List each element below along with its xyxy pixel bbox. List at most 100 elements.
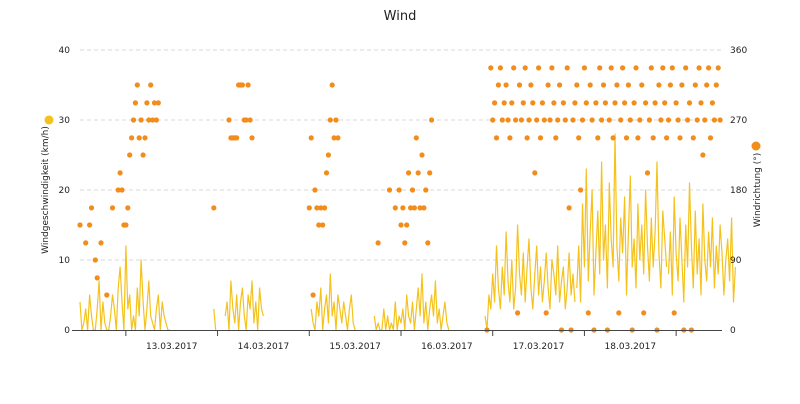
wind-direction-point <box>511 65 517 71</box>
wind-speed-line <box>373 273 450 331</box>
x-tick-label: 15.03.2017 <box>329 342 381 352</box>
wind-direction-point <box>499 117 505 123</box>
wind-direction-point <box>421 205 427 211</box>
wind-direction-point <box>314 205 320 211</box>
wind-direction-point <box>652 100 658 106</box>
wind-direction-point <box>104 292 110 298</box>
wind-direction-point <box>547 117 553 123</box>
wind-direction-point <box>610 135 616 141</box>
wind-direction-point <box>419 152 425 158</box>
wind-direction-point <box>707 135 714 141</box>
wind-direction-point <box>333 117 339 123</box>
wind-direction-point <box>327 117 333 123</box>
wind-direction-point <box>679 82 685 88</box>
wind-speed-legend-marker <box>44 115 54 125</box>
wind-direction-point <box>490 117 496 123</box>
wind-speed-series <box>79 133 736 331</box>
wind-direction-point <box>664 135 670 141</box>
wind-direction-series <box>77 65 723 333</box>
wind-direction-point <box>322 205 328 211</box>
wind-direction-point <box>675 117 681 123</box>
wind-direction-point <box>709 100 716 106</box>
wind-direction-point <box>423 187 429 193</box>
wind-direction-point <box>641 310 647 316</box>
wind-direction-point <box>211 205 217 211</box>
wind-direction-point <box>320 222 326 228</box>
wind-direction-point <box>136 135 142 141</box>
y-right-tick-label: 90 <box>730 256 742 266</box>
wind-direction-point <box>622 100 628 106</box>
wind-speed-line <box>224 280 264 331</box>
y-right-tick-label: 0 <box>730 326 736 336</box>
wind-direction-point <box>618 117 624 123</box>
wind-direction-point <box>564 65 570 71</box>
wind-direction-point <box>127 152 133 158</box>
wind-direction-point <box>646 117 653 123</box>
wind-direction-point <box>711 117 718 123</box>
wind-direction-point <box>310 292 316 298</box>
wind-direction-point <box>627 117 633 123</box>
wind-direction-point <box>553 135 559 141</box>
wind-direction-point <box>686 100 693 106</box>
wind-direction-point <box>713 82 719 88</box>
wind-direction-point <box>386 187 393 193</box>
wind-direction-point <box>583 100 589 106</box>
wind-direction-point <box>700 152 706 158</box>
wind-direction-point <box>595 135 601 141</box>
wind-direction-point <box>148 82 154 88</box>
wind-direction-point <box>631 100 637 106</box>
wind-direction-point <box>560 100 567 106</box>
wind-direction-point <box>696 65 702 71</box>
wind-direction-point <box>513 117 519 123</box>
y-right-tick-label: 270 <box>730 116 747 126</box>
wind-direction-point <box>406 170 412 176</box>
chart-title: Wind <box>384 9 417 24</box>
wind-speed-line <box>576 133 668 303</box>
wind-direction-point <box>600 82 607 88</box>
wind-direction-point <box>109 205 116 211</box>
wind-direction-point <box>639 82 645 88</box>
wind-direction-point <box>243 117 249 123</box>
wind-direction-point <box>612 100 618 106</box>
wind-direction-point <box>578 187 584 193</box>
wind-direction-point <box>318 205 324 211</box>
wind-direction-point <box>400 205 406 211</box>
wind-direction-point <box>331 135 337 141</box>
x-tick-label: 13.03.2017 <box>146 342 198 352</box>
wind-direction-point <box>673 100 679 106</box>
wind-direction-point <box>524 135 530 141</box>
wind-direction-point <box>620 65 626 71</box>
wind-direction-point <box>404 222 410 228</box>
wind-direction-point <box>706 65 712 71</box>
y-axis-left-title: Windgeschwindigkeit (km/h) <box>41 126 51 254</box>
wind-direction-point <box>495 82 501 88</box>
y-right-tick-label: 180 <box>730 186 747 196</box>
wind-direction-point <box>398 222 404 228</box>
wind-direction-point <box>683 65 689 71</box>
wind-direction-point <box>245 82 251 88</box>
wind-direction-point <box>501 100 507 106</box>
wind-direction-point <box>576 135 582 141</box>
wind-direction-point <box>522 65 528 71</box>
wind-direction-point <box>593 100 599 106</box>
wind-direction-point <box>643 100 649 106</box>
wind-direction-point <box>694 117 700 123</box>
axis-legend-markers <box>44 115 761 151</box>
wind-direction-point <box>704 82 710 88</box>
wind-direction-point <box>536 65 542 71</box>
wind-direction-point <box>429 117 435 123</box>
wind-direction-point <box>335 135 341 141</box>
wind-direction-point <box>427 170 433 176</box>
wind-direction-point <box>717 117 723 123</box>
wind-direction-point <box>92 257 98 263</box>
wind-direction-point <box>415 170 421 176</box>
wind-direction-point <box>146 117 152 123</box>
wind-direction-point <box>234 135 240 141</box>
wind-direction-point <box>134 82 140 88</box>
wind-direction-point <box>316 222 322 228</box>
wind-direction-point <box>656 82 662 88</box>
wind-direction-point <box>509 100 515 106</box>
wind-direction-point <box>581 65 588 71</box>
wind-direction-point <box>129 135 135 141</box>
